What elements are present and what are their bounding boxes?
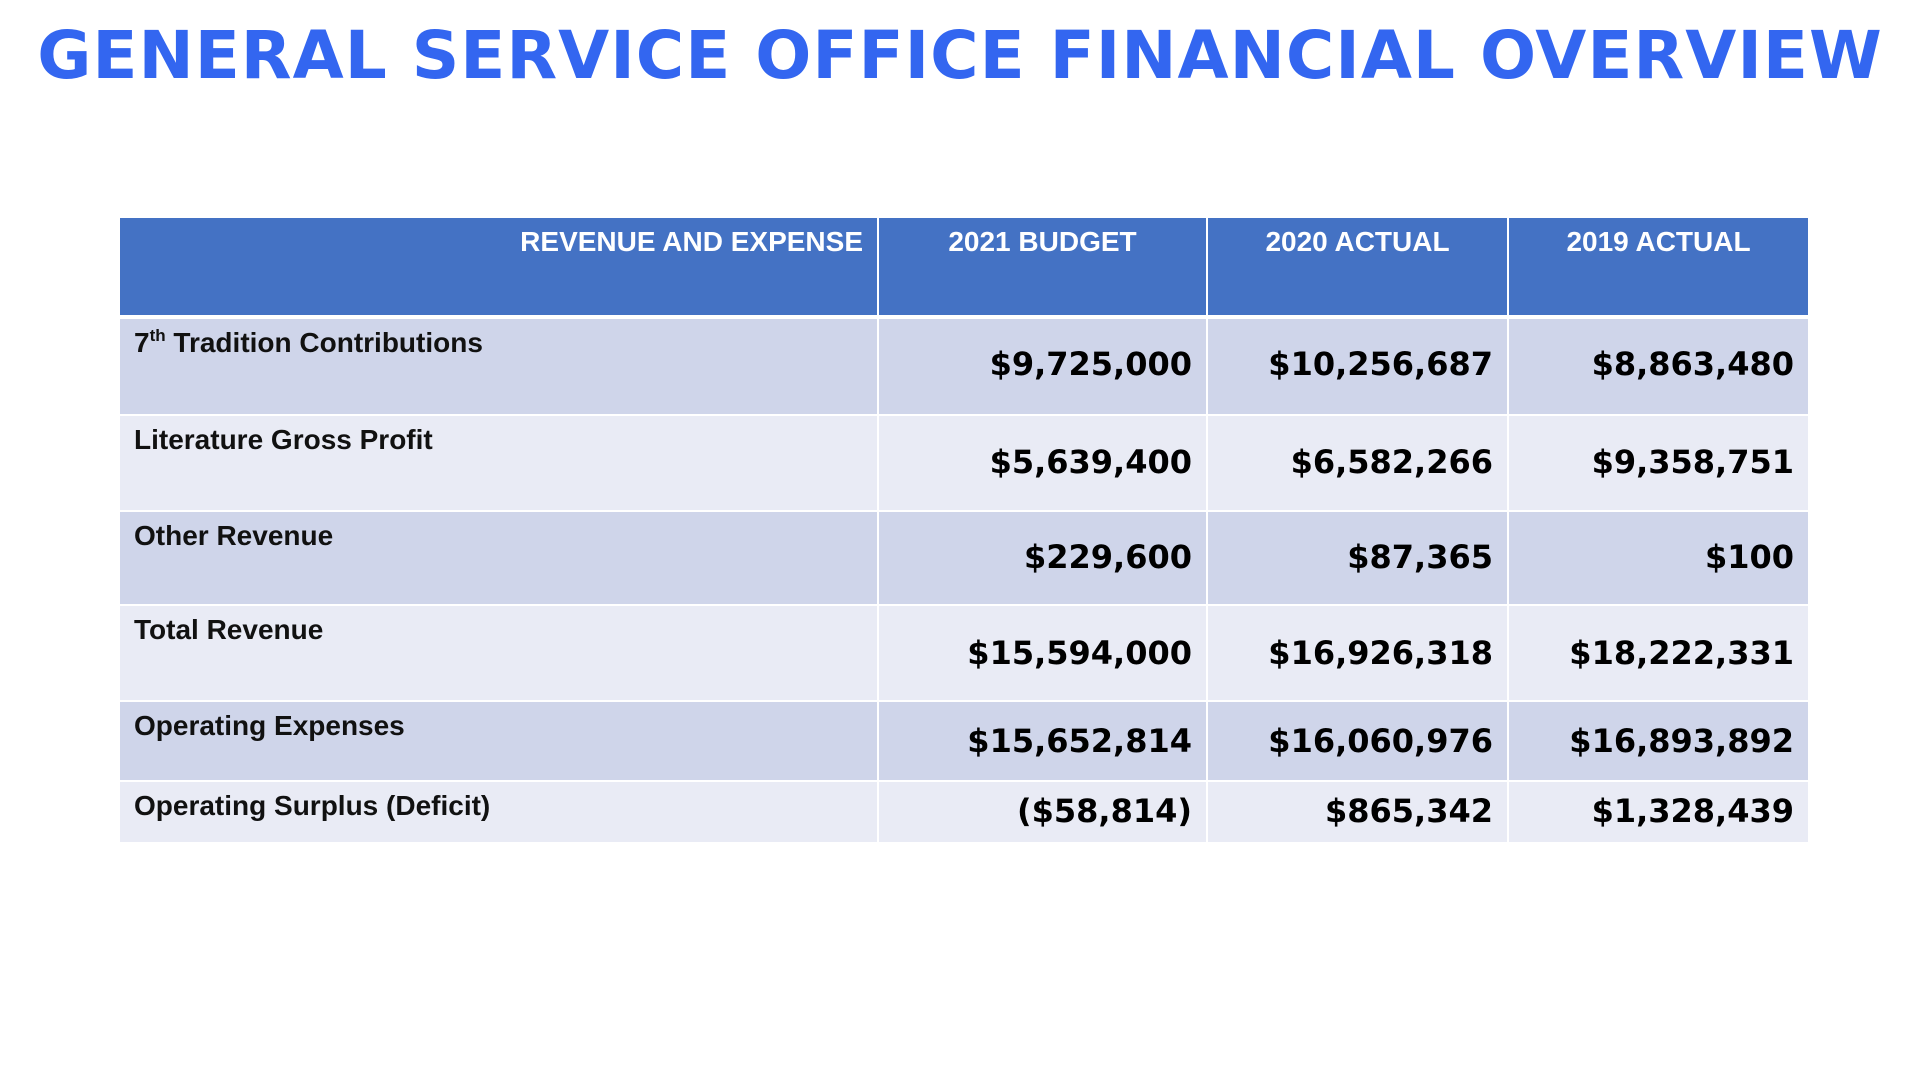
cell-2021-budget: ($58,814) (877, 780, 1208, 844)
column-header-2021-budget: 2021 BUDGET (877, 216, 1208, 318)
cell-2020-actual: $16,926,318 (1206, 604, 1509, 702)
cell-2019-actual: $100 (1507, 510, 1808, 606)
cell-2019-actual: $9,358,751 (1507, 414, 1808, 512)
row-label: 7th Tradition Contributions (120, 316, 879, 416)
cell-2020-actual: $16,060,976 (1206, 700, 1509, 782)
row-label-prefix: 7 (134, 327, 150, 358)
table-row: Operating Expenses $15,652,814 $16,060,9… (120, 700, 1808, 782)
cell-2021-budget: $15,594,000 (877, 604, 1208, 702)
table-row: Literature Gross Profit $5,639,400 $6,58… (120, 414, 1808, 512)
row-label: Total Revenue (120, 604, 879, 702)
column-header-revenue-and-expense: REVENUE AND EXPENSE (120, 216, 879, 318)
cell-2019-actual: $18,222,331 (1507, 604, 1808, 702)
table-row: Total Revenue $15,594,000 $16,926,318 $1… (120, 604, 1808, 702)
table-row: Operating Surplus (Deficit) ($58,814) $8… (120, 780, 1808, 844)
row-label: Operating Expenses (120, 700, 879, 782)
cell-2019-actual: $16,893,892 (1507, 700, 1808, 782)
row-label: Literature Gross Profit (120, 414, 879, 512)
page-title: GENERAL SERVICE OFFICE FINANCIAL OVERVIE… (37, 17, 1883, 94)
row-label-text: Tradition Contributions (165, 327, 483, 358)
cell-2021-budget: $9,725,000 (877, 316, 1208, 416)
table-row: 7th Tradition Contributions $9,725,000 $… (120, 316, 1808, 416)
row-label: Operating Surplus (Deficit) (120, 780, 879, 844)
cell-2020-actual: $865,342 (1206, 780, 1509, 844)
cell-2020-actual: $6,582,266 (1206, 414, 1509, 512)
column-header-2019-actual: 2019 ACTUAL (1507, 216, 1808, 318)
cell-2021-budget: $229,600 (877, 510, 1208, 606)
cell-2020-actual: $87,365 (1206, 510, 1509, 606)
column-header-2020-actual: 2020 ACTUAL (1206, 216, 1509, 318)
table-row: Other Revenue $229,600 $87,365 $100 (120, 510, 1808, 606)
cell-2019-actual: $1,328,439 (1507, 780, 1808, 844)
cell-2021-budget: $15,652,814 (877, 700, 1208, 782)
cell-2020-actual: $10,256,687 (1206, 316, 1509, 416)
table-header-row: REVENUE AND EXPENSE 2021 BUDGET 2020 ACT… (120, 216, 1808, 318)
row-label: Other Revenue (120, 510, 879, 606)
cell-2019-actual: $8,863,480 (1507, 316, 1808, 416)
row-label-superscript: th (149, 326, 166, 345)
cell-2021-budget: $5,639,400 (877, 414, 1208, 512)
financial-table: REVENUE AND EXPENSE 2021 BUDGET 2020 ACT… (120, 216, 1808, 844)
